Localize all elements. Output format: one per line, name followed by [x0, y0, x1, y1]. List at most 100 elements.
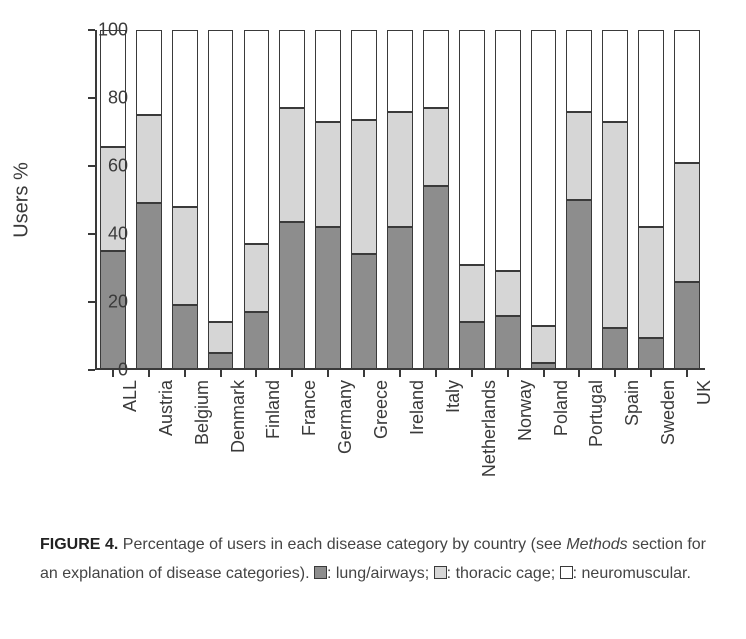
- bar-segment-neuromuscular: [674, 30, 700, 163]
- bar-segment-lung-airways: [674, 282, 700, 370]
- bar-segment-lung-airways: [459, 322, 485, 370]
- bar-segment-thoracic-cage: [315, 122, 341, 227]
- bar-group: [566, 30, 592, 370]
- bar-segment-neuromuscular: [495, 30, 521, 271]
- y-axis-line: [95, 30, 97, 370]
- bar-group: [208, 30, 234, 370]
- bar-group: [172, 30, 198, 370]
- x-axis-label: Austria: [156, 380, 177, 436]
- x-tick: [650, 370, 652, 377]
- bar-group: [423, 30, 449, 370]
- legend-swatch-neuromuscular: [560, 566, 573, 579]
- y-tick-label: 60: [78, 156, 128, 177]
- x-axis-label: Denmark: [228, 380, 249, 453]
- x-axis-label: Greece: [371, 380, 392, 439]
- x-tick: [399, 370, 401, 377]
- bar-group: [315, 30, 341, 370]
- bar-segment-thoracic-cage: [244, 244, 270, 312]
- x-axis-label: Norway: [515, 380, 536, 441]
- x-axis-label: UK: [694, 380, 715, 405]
- chart-area: [95, 30, 705, 370]
- legend-swatch-lung: [314, 566, 327, 579]
- x-tick: [255, 370, 257, 377]
- bar-segment-lung-airways: [315, 227, 341, 370]
- x-tick: [471, 370, 473, 377]
- bar-segment-neuromuscular: [208, 30, 234, 322]
- bar-segment-lung-airways: [351, 254, 377, 370]
- x-tick: [363, 370, 365, 377]
- bar-segment-lung-airways: [495, 316, 521, 370]
- bar-segment-thoracic-cage: [638, 227, 664, 338]
- bar-group: [244, 30, 270, 370]
- bar-segment-thoracic-cage: [208, 322, 234, 353]
- y-tick-label: 0: [78, 360, 128, 381]
- x-tick: [614, 370, 616, 377]
- x-axis-label: Finland: [263, 380, 284, 439]
- figure-caption: FIGURE 4. Percentage of users in each di…: [40, 530, 706, 588]
- bar-segment-neuromuscular: [279, 30, 305, 108]
- bar-segment-neuromuscular: [566, 30, 592, 112]
- y-tick-label: 40: [78, 224, 128, 245]
- bar-segment-neuromuscular: [351, 30, 377, 120]
- bar-segment-thoracic-cage: [531, 326, 557, 363]
- bar-segment-neuromuscular: [638, 30, 664, 227]
- bar-segment-neuromuscular: [315, 30, 341, 122]
- bar-group: [136, 30, 162, 370]
- bar-segment-thoracic-cage: [351, 120, 377, 254]
- bar-segment-neuromuscular: [423, 30, 449, 108]
- x-tick: [291, 370, 293, 377]
- bar-segment-neuromuscular: [459, 30, 485, 265]
- x-axis-label: Spain: [622, 380, 643, 426]
- x-axis-label: Poland: [551, 380, 572, 436]
- legend-label-thoracic: : thoracic cage;: [447, 565, 560, 582]
- x-axis-label: Germany: [335, 380, 356, 454]
- bar-group: [387, 30, 413, 370]
- x-tick: [327, 370, 329, 377]
- legend-label-lung: : lung/airways;: [327, 565, 434, 582]
- bar-segment-lung-airways: [244, 312, 270, 370]
- bar-segment-thoracic-cage: [423, 108, 449, 186]
- bar-group: [602, 30, 628, 370]
- bar-segment-neuromuscular: [136, 30, 162, 115]
- x-tick: [543, 370, 545, 377]
- x-tick: [220, 370, 222, 377]
- x-axis-label: Belgium: [192, 380, 213, 445]
- x-axis-label: Netherlands: [479, 380, 500, 477]
- bar-segment-lung-airways: [387, 227, 413, 370]
- bar-group: [531, 30, 557, 370]
- x-axis-line: [95, 368, 705, 370]
- x-tick: [578, 370, 580, 377]
- bar-segment-lung-airways: [602, 328, 628, 371]
- bar-group: [459, 30, 485, 370]
- bar-segment-thoracic-cage: [387, 112, 413, 228]
- y-tick-label: 20: [78, 292, 128, 313]
- figure-label: FIGURE 4.: [40, 536, 118, 553]
- bar-segment-lung-airways: [566, 200, 592, 370]
- bar-segment-thoracic-cage: [136, 115, 162, 203]
- x-tick: [686, 370, 688, 377]
- x-tick: [184, 370, 186, 377]
- legend-swatch-thoracic: [434, 566, 447, 579]
- bar-segment-thoracic-cage: [674, 163, 700, 282]
- bar-group: [638, 30, 664, 370]
- bar-segment-thoracic-cage: [495, 271, 521, 315]
- bar-segment-lung-airways: [172, 305, 198, 370]
- figure-container: Users % 020406080100 ALLAustriaBelgiumDe…: [0, 0, 746, 639]
- legend-label-neuromuscular: : neuromuscular.: [573, 565, 691, 582]
- x-tick: [148, 370, 150, 377]
- bar-group: [674, 30, 700, 370]
- bar-group: [100, 30, 126, 370]
- x-axis-label: Italy: [443, 380, 464, 413]
- y-tick-label: 100: [78, 20, 128, 41]
- x-axis-label: Ireland: [407, 380, 428, 435]
- bar-segment-neuromuscular: [244, 30, 270, 244]
- bar-group: [279, 30, 305, 370]
- bar-segment-thoracic-cage: [459, 265, 485, 323]
- bar-segment-lung-airways: [279, 222, 305, 370]
- y-axis-title: Users %: [11, 162, 34, 238]
- caption-methods-word: Methods: [566, 536, 627, 553]
- x-axis-label: Portugal: [586, 380, 607, 447]
- x-tick: [435, 370, 437, 377]
- bar-segment-thoracic-cage: [566, 112, 592, 200]
- bar-segment-thoracic-cage: [172, 207, 198, 306]
